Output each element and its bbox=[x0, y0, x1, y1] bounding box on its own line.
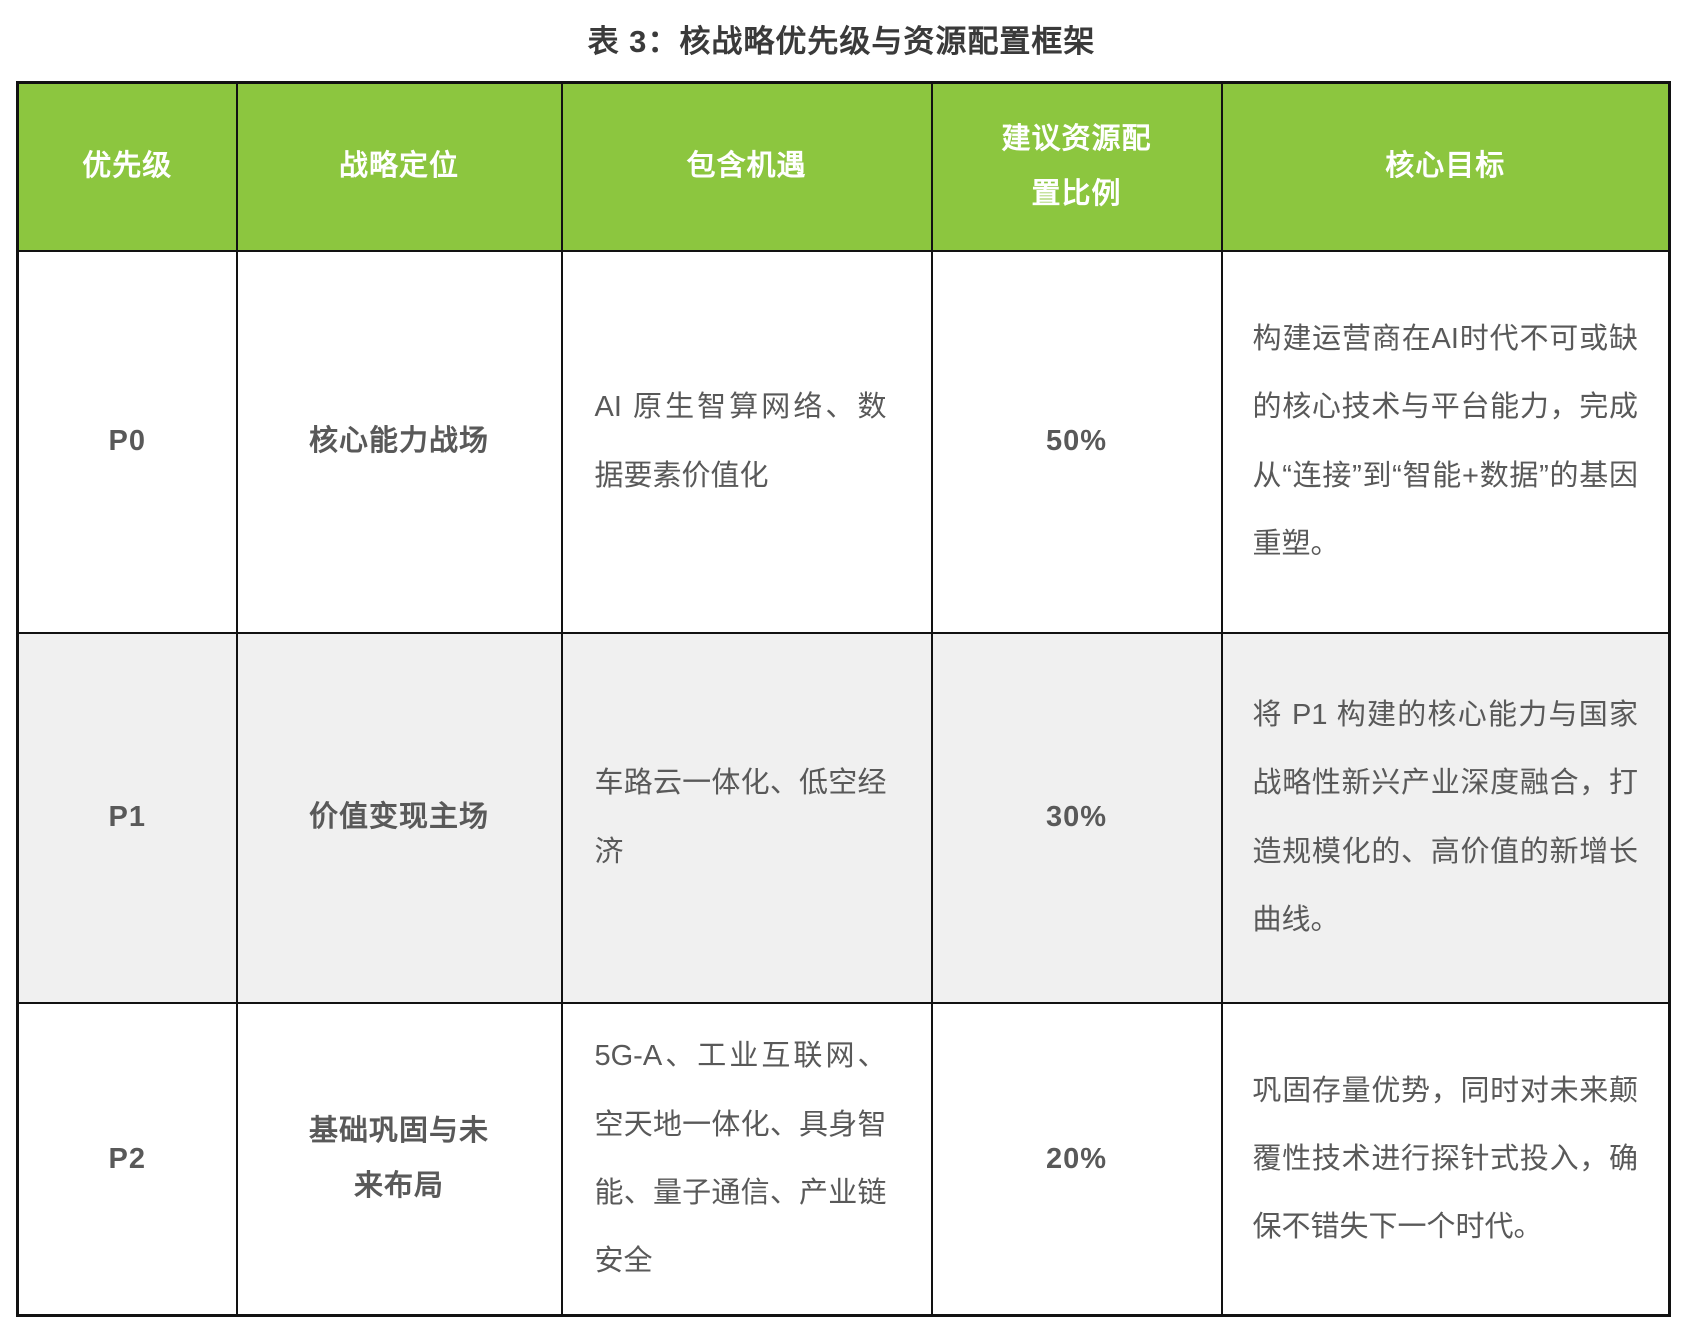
table-row-p0: P0 核心能力战场 AI 原生智算网络、数据要素价值化 50% 构建运营商在AI… bbox=[16, 249, 1671, 634]
cell-p2-goal: 巩固存量优势，同时对未来颠覆性技术进行探针式投入，确保不错失下一个时代。 bbox=[1220, 1001, 1671, 1317]
cell-p1-goal: 将 P1 构建的核心能力与国家战略性新兴产业深度融合，打造规模化的、高价值的新增… bbox=[1220, 631, 1671, 1004]
cell-p0-position: 核心能力战场 bbox=[235, 249, 563, 634]
cell-p1-allocation: 30% bbox=[930, 631, 1223, 1004]
table-row-p2: P2 基础巩固与未来布局 5G-A、工业互联网、空天地一体化、具身智能、量子通信… bbox=[16, 1001, 1671, 1317]
cell-p0-opportunities: AI 原生智算网络、数据要素价值化 bbox=[560, 249, 933, 634]
cell-p2-position: 基础巩固与未来布局 bbox=[235, 1001, 563, 1317]
table-row-p1: P1 价值变现主场 车路云一体化、低空经济 30% 将 P1 构建的核心能力与国… bbox=[16, 631, 1671, 1004]
cell-p0-allocation: 50% bbox=[930, 249, 1223, 634]
column-header-priority: 优先级 bbox=[16, 81, 238, 252]
cell-p2-opportunities: 5G-A、工业互联网、空天地一体化、具身智能、量子通信、产业链安全 bbox=[560, 1001, 933, 1317]
table-caption: 表 3：核战略优先级与资源配置框架 bbox=[587, 24, 1096, 59]
cell-p2-allocation: 20% bbox=[930, 1001, 1223, 1317]
cell-p1-position: 价值变现主场 bbox=[235, 631, 563, 1004]
column-header-allocation: 建议资源配置比例 bbox=[930, 81, 1223, 252]
column-header-opportunities: 包含机遇 bbox=[560, 81, 933, 252]
cell-p0-priority: P0 bbox=[16, 249, 238, 634]
cell-p1-priority: P1 bbox=[16, 631, 238, 1004]
cell-p1-opportunities: 车路云一体化、低空经济 bbox=[560, 631, 933, 1004]
table-header-row: 优先级 战略定位 包含机遇 建议资源配置比例 核心目标 bbox=[16, 81, 1671, 252]
column-header-goal: 核心目标 bbox=[1220, 81, 1671, 252]
column-header-position: 战略定位 bbox=[235, 81, 563, 252]
cell-p2-priority: P2 bbox=[16, 1001, 238, 1317]
cell-p0-goal: 构建运营商在AI时代不可或缺的核心技术与平台能力，完成从“连接”到“智能+数据”… bbox=[1220, 249, 1671, 634]
strategy-priority-table: 优先级 战略定位 包含机遇 建议资源配置比例 核心目标 P0 核心能力战场 AI… bbox=[16, 81, 1671, 1317]
